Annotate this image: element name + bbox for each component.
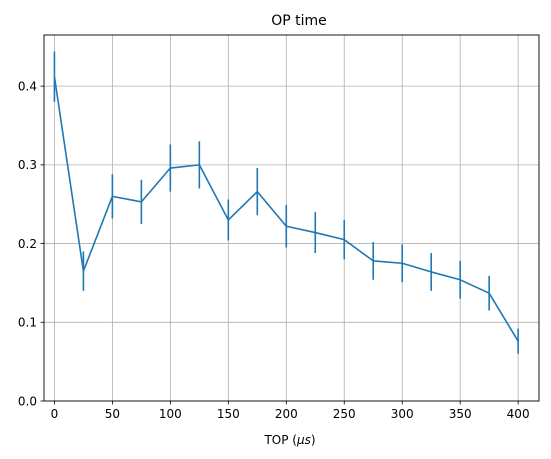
- x-tick-label: 200: [275, 407, 298, 421]
- x-tick-label: 400: [507, 407, 530, 421]
- y-tick-label: 0.4: [18, 79, 37, 93]
- grid: [44, 35, 539, 402]
- x-axis-label: TOP (μs): [263, 433, 315, 447]
- x-tick-label: 0: [51, 407, 59, 421]
- x-tick-label: 350: [449, 407, 472, 421]
- series-lines: [53, 76, 519, 342]
- x-tick-label: 50: [105, 407, 120, 421]
- plot-border: [43, 34, 540, 402]
- x-axis-label-prefix: TOP (: [263, 433, 297, 447]
- y-tick-label: 0.3: [18, 158, 37, 172]
- x-tick-label: 100: [159, 407, 182, 421]
- series-line: [53, 76, 519, 342]
- ticks: 0 50 100 150 200 250 300 350 400 0.0 0.1 0.2 0.3 0.4: [18, 79, 530, 421]
- axes-frame: [43, 34, 540, 402]
- chart-title: OP time: [271, 13, 327, 29]
- x-axis-label-suffix: ): [311, 433, 316, 447]
- y-tick-label: 0.0: [18, 394, 37, 408]
- x-tick-label: 150: [217, 407, 240, 421]
- x-axis-label-unit: μs: [296, 433, 311, 447]
- x-tick-label: 300: [391, 407, 414, 421]
- y-tick-label: 0.1: [18, 316, 37, 330]
- x-tick-label: 250: [333, 407, 356, 421]
- y-tick-label: 0.2: [18, 237, 37, 251]
